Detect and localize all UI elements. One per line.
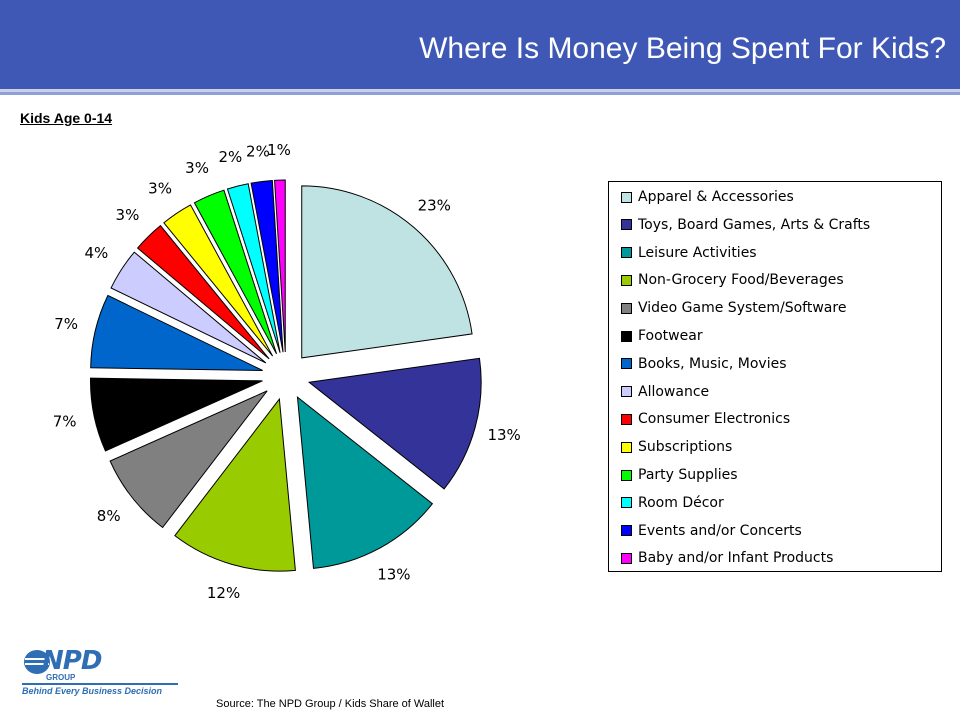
- legend-item: Non-Grocery Food/Beverages: [621, 270, 844, 290]
- pie-label-6: 7%: [54, 315, 78, 333]
- source-note: Source: The NPD Group / Kids Share of Wa…: [216, 698, 445, 710]
- pie-label-10: 3%: [185, 159, 209, 177]
- pie-label-0: 23%: [418, 196, 451, 214]
- npd-logo: NPD GROUP Behind Every Business Decision: [22, 646, 182, 700]
- pie-slice-1: [307, 357, 482, 490]
- legend-label: Books, Music, Movies: [638, 355, 787, 372]
- logo-wordmark: NPD: [42, 646, 102, 676]
- pie-label-2: 13%: [377, 566, 410, 584]
- legend-swatch: [621, 469, 632, 481]
- pie-slice-10: [193, 189, 278, 355]
- legend-label: Toys, Board Games, Arts & Crafts: [638, 216, 871, 233]
- pie-slice-8: [136, 224, 270, 360]
- pie-label-8: 3%: [116, 206, 140, 224]
- legend-item: Allowance: [621, 382, 709, 402]
- legend-swatch: [621, 413, 632, 425]
- pie-slice-11: [226, 183, 281, 353]
- pie-label-1: 13%: [487, 426, 520, 444]
- legend-item: Room Décor: [621, 493, 724, 513]
- pie-label-9: 3%: [148, 179, 172, 197]
- legend-item: Video Game System/Software: [621, 298, 846, 318]
- pie-slice-3: [174, 397, 296, 572]
- pie-label-4: 8%: [97, 507, 121, 525]
- pie-slice-13: [274, 179, 286, 353]
- pie-label-3: 12%: [207, 584, 240, 602]
- pie-slice-12: [250, 179, 284, 353]
- legend-swatch: [621, 274, 632, 286]
- legend-item: Toys, Board Games, Arts & Crafts: [621, 215, 870, 235]
- legend-label: Baby and/or Infant Products: [638, 550, 834, 567]
- title-divider: [0, 89, 960, 92]
- pie-chart: 23%13%13%12%8%7%7%4%3%3%3%2% 2%1%: [53, 141, 521, 602]
- legend-swatch: [621, 525, 632, 537]
- legend-swatch: [621, 386, 632, 398]
- pie-label-13: 1%: [267, 141, 291, 159]
- legend-label: Allowance: [638, 383, 710, 400]
- legend-label: Non-Grocery Food/Beverages: [638, 272, 844, 289]
- logo-group-text: GROUP: [46, 673, 76, 682]
- legend-label: Leisure Activities: [638, 244, 757, 261]
- legend-label: Room Décor: [638, 494, 724, 511]
- legend-swatch: [621, 330, 632, 342]
- chart-subtitle: Kids Age 0-14: [20, 110, 113, 126]
- legend-swatch: [621, 219, 632, 231]
- globe-icon: [24, 650, 50, 674]
- legend-label: Apparel & Accessories: [638, 189, 794, 205]
- legend-swatch: [621, 191, 632, 203]
- pie-slice-9: [163, 204, 274, 357]
- pie-slice-2: [296, 395, 434, 569]
- legend-swatch: [621, 441, 632, 453]
- pie-slices: [90, 179, 482, 572]
- pie-label-7: 4%: [84, 244, 108, 262]
- legend-label: Consumer Electronics: [638, 411, 791, 428]
- legend-label: Video Game System/Software: [638, 300, 847, 317]
- legend-item: Books, Music, Movies: [621, 354, 787, 374]
- legend-label: Subscriptions: [638, 439, 733, 456]
- pie-slice-6: [90, 294, 263, 371]
- legend-swatch: [621, 247, 632, 259]
- legend-item: Subscriptions: [621, 437, 732, 457]
- legend-swatch: [621, 497, 632, 509]
- legend-item: Footwear: [621, 326, 703, 346]
- legend-item: Events and/or Concerts: [621, 521, 802, 541]
- legend-swatch: [621, 302, 632, 314]
- pie-slice-5: [90, 377, 263, 452]
- legend-label: Events and/or Concerts: [638, 522, 802, 539]
- legend-item: Party Supplies: [621, 465, 738, 485]
- pie-data-labels: 23%13%13%12%8%7%7%4%3%3%3%2% 2%1%: [53, 141, 521, 602]
- legend-item: Leisure Activities: [621, 243, 757, 263]
- legend-swatch: [621, 358, 632, 370]
- legend-item: Consumer Electronics: [621, 409, 790, 429]
- chart-legend: Apparel & Accessories Toys, Board Games, …: [608, 181, 942, 572]
- pie-label-12: 2%: [246, 143, 270, 161]
- title-bar: [0, 0, 960, 89]
- legend-label: Footwear: [638, 328, 703, 344]
- legend-label: Party Supplies: [638, 467, 738, 483]
- pie-slice-0: [301, 185, 473, 359]
- pie-label-5: 7%: [53, 412, 77, 430]
- logo-tagline: Behind Every Business Decision: [22, 683, 178, 698]
- legend-item: Baby and/or Infant Products: [621, 548, 833, 568]
- pie-label-11: 2%: [218, 148, 242, 166]
- legend-swatch: [621, 552, 632, 564]
- pie-slice-4: [109, 390, 268, 529]
- title-divider-accent: [0, 92, 960, 95]
- slide-title: Where Is Money Being Spent For Kids?: [419, 32, 946, 65]
- pie-slice-7: [110, 251, 267, 364]
- legend-item: Apparel & Accessories: [621, 187, 794, 207]
